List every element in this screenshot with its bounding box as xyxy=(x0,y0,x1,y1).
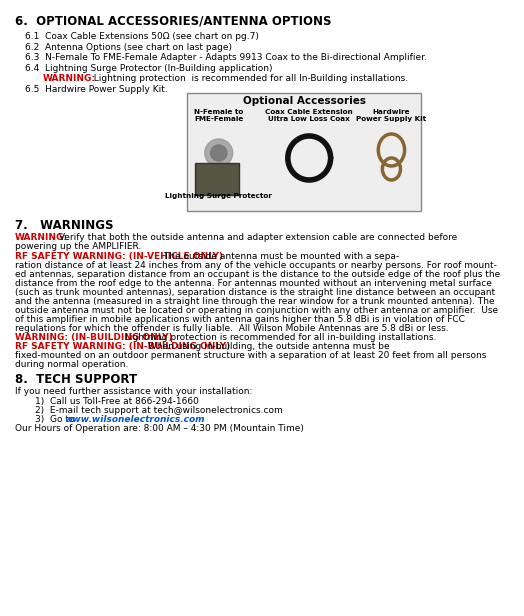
Text: RF SAFETY WARNING: (IN-VEHICLE ONLY): RF SAFETY WARNING: (IN-VEHICLE ONLY) xyxy=(15,252,223,261)
Text: 2)  E-mail tech support at tech@wilsonelectronics.com: 2) E-mail tech support at tech@wilsonele… xyxy=(35,406,282,415)
Text: ed antennas, separation distance from an occupant is the distance to the outside: ed antennas, separation distance from an… xyxy=(15,270,500,279)
Text: during normal operation.: during normal operation. xyxy=(15,360,128,369)
FancyBboxPatch shape xyxy=(188,93,421,211)
Text: When using in-building, the outside antenna must be: When using in-building, the outside ante… xyxy=(145,342,389,351)
Text: (such as trunk mounted antennas), separation distance is the straight line dista: (such as trunk mounted antennas), separa… xyxy=(15,288,495,297)
Text: ration distance of at least 24 inches from any of the vehicle occupants or nearb: ration distance of at least 24 inches fr… xyxy=(15,261,497,270)
Text: 3)  Go to: 3) Go to xyxy=(35,415,77,424)
Ellipse shape xyxy=(211,145,227,161)
Text: 6.2  Antenna Options (see chart on last page): 6.2 Antenna Options (see chart on last p… xyxy=(25,43,232,52)
Text: distance from the roof edge to the antenna. For antennas mounted without an inte: distance from the roof edge to the anten… xyxy=(15,279,492,288)
Text: 6.3  N-Female To FME-Female Adapter - Adapts 9913 Coax to the Bi-directional Amp: 6.3 N-Female To FME-Female Adapter - Ada… xyxy=(25,53,427,62)
FancyBboxPatch shape xyxy=(195,163,239,195)
Text: Our Hours of Operation are: 8:00 AM – 4:30 PM (Mountain Time): Our Hours of Operation are: 8:00 AM – 4:… xyxy=(15,424,304,433)
Text: www.wilsonelectronics.com: www.wilsonelectronics.com xyxy=(64,415,204,424)
Text: 8.  TECH SUPPORT: 8. TECH SUPPORT xyxy=(15,373,137,386)
Text: 6.4  Lightning Surge Protector (In-Building application): 6.4 Lightning Surge Protector (In-Buildi… xyxy=(25,63,272,73)
Text: WARNING:: WARNING: xyxy=(43,74,96,83)
Text: powering up the AMPLIFIER.: powering up the AMPLIFIER. xyxy=(15,242,141,251)
Text: Optional Accessories: Optional Accessories xyxy=(243,96,366,106)
Text: If you need further assistance with your installation:: If you need further assistance with your… xyxy=(15,387,252,396)
Text: RF SAFETY WARNING: (IN-BUILDING ONLY): RF SAFETY WARNING: (IN-BUILDING ONLY) xyxy=(15,342,230,351)
Text: WARNING:: WARNING: xyxy=(15,233,68,242)
Text: 1)  Call us Toll-Free at 866-294-1660: 1) Call us Toll-Free at 866-294-1660 xyxy=(35,397,199,406)
Text: 6.  OPTIONAL ACCESSORIES/ANTENNA OPTIONS: 6. OPTIONAL ACCESSORIES/ANTENNA OPTIONS xyxy=(15,14,331,27)
Text: Lightning Surge Protector: Lightning Surge Protector xyxy=(165,193,272,199)
Text: Coax Cable Extension
Ultra Low Loss Coax: Coax Cable Extension Ultra Low Loss Coax xyxy=(265,109,353,122)
Text: regulations for which the offender is fully liable.  All Wilson Mobile Antennas : regulations for which the offender is fu… xyxy=(15,324,449,333)
Text: of this amplifier in mobile applications with antenna gains higher than 5.8 dBi : of this amplifier in mobile applications… xyxy=(15,315,465,324)
Text: Hardwire
Power Supply Kit: Hardwire Power Supply Kit xyxy=(356,109,427,122)
Text: and the antenna (measured in a straight line through the rear window for a trunk: and the antenna (measured in a straight … xyxy=(15,297,495,306)
Text: Lightning protection is recommended for all in-building installations.: Lightning protection is recommended for … xyxy=(122,333,436,342)
Text: The outside antenna must be mounted with a sepa-: The outside antenna must be mounted with… xyxy=(161,252,399,261)
Text: N-Female to
FME-Female: N-Female to FME-Female xyxy=(194,109,243,122)
Text: Lightning protection  is recommended for all In-Building installations.: Lightning protection is recommended for … xyxy=(88,74,408,83)
Text: outside antenna must not be located or operating in conjunction with any other a: outside antenna must not be located or o… xyxy=(15,306,498,315)
Text: Verify that both the outside antenna and adapter extension cable are connected b: Verify that both the outside antenna and… xyxy=(56,233,457,242)
Text: 7.   WARNINGS: 7. WARNINGS xyxy=(15,219,113,232)
Text: WARNING: (IN-BUILDING ONLY): WARNING: (IN-BUILDING ONLY) xyxy=(15,333,172,342)
Ellipse shape xyxy=(205,139,233,167)
Text: fixed-mounted on an outdoor permanent structure with a separation of at least 20: fixed-mounted on an outdoor permanent st… xyxy=(15,351,486,360)
Text: 6.1  Coax Cable Extensions 50Ω (see chart on pg.7): 6.1 Coax Cable Extensions 50Ω (see chart… xyxy=(25,32,258,41)
Text: 6.5  Hardwire Power Supply Kit.: 6.5 Hardwire Power Supply Kit. xyxy=(25,84,168,94)
